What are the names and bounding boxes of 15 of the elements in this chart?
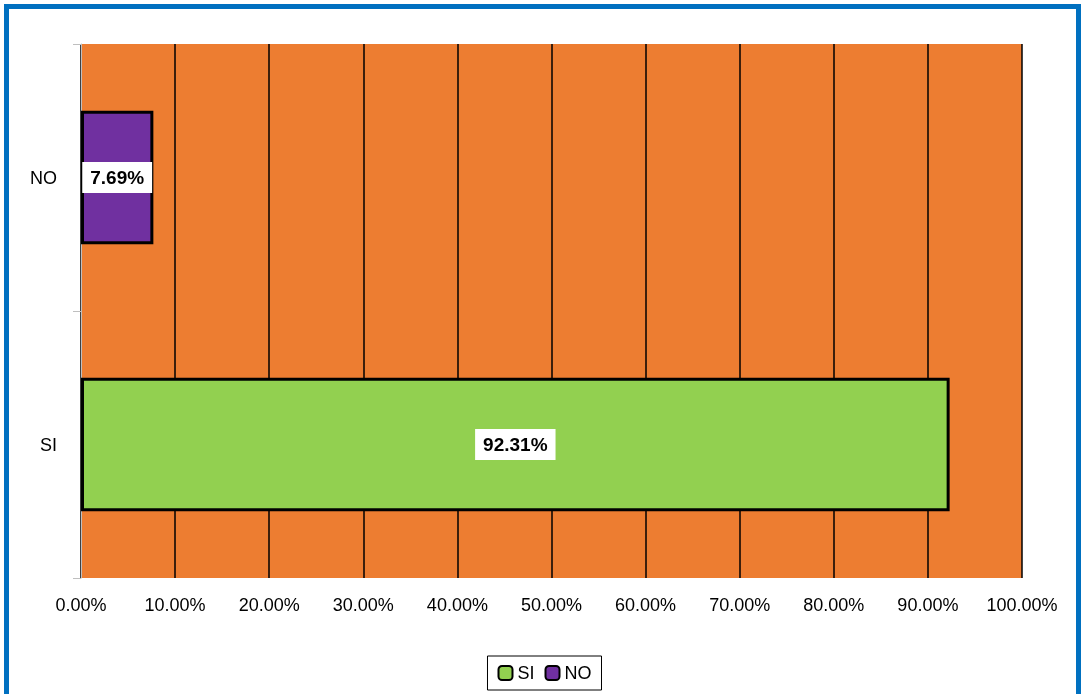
x-tick-label: 90.00% <box>897 595 959 615</box>
x-tick-label: 50.00% <box>520 595 583 615</box>
legend-label: NO <box>564 663 592 683</box>
data-label: 92.31% <box>483 434 548 455</box>
x-tick-label: 30.00% <box>332 595 394 615</box>
x-tick-label: 80.00% <box>803 595 865 615</box>
x-tick-label: 20.00% <box>238 595 300 615</box>
x-tick-label: 60.00% <box>615 595 677 615</box>
x-tick-label: 70.00% <box>709 595 771 615</box>
data-label: 7.69% <box>90 167 145 188</box>
x-tick-label: 100.00% <box>986 595 1058 615</box>
x-tick-label: 40.00% <box>426 595 488 615</box>
x-tick-label: 10.00% <box>144 595 206 615</box>
legend-label: SI <box>517 663 535 683</box>
x-tick-label: 0.00% <box>55 595 107 615</box>
